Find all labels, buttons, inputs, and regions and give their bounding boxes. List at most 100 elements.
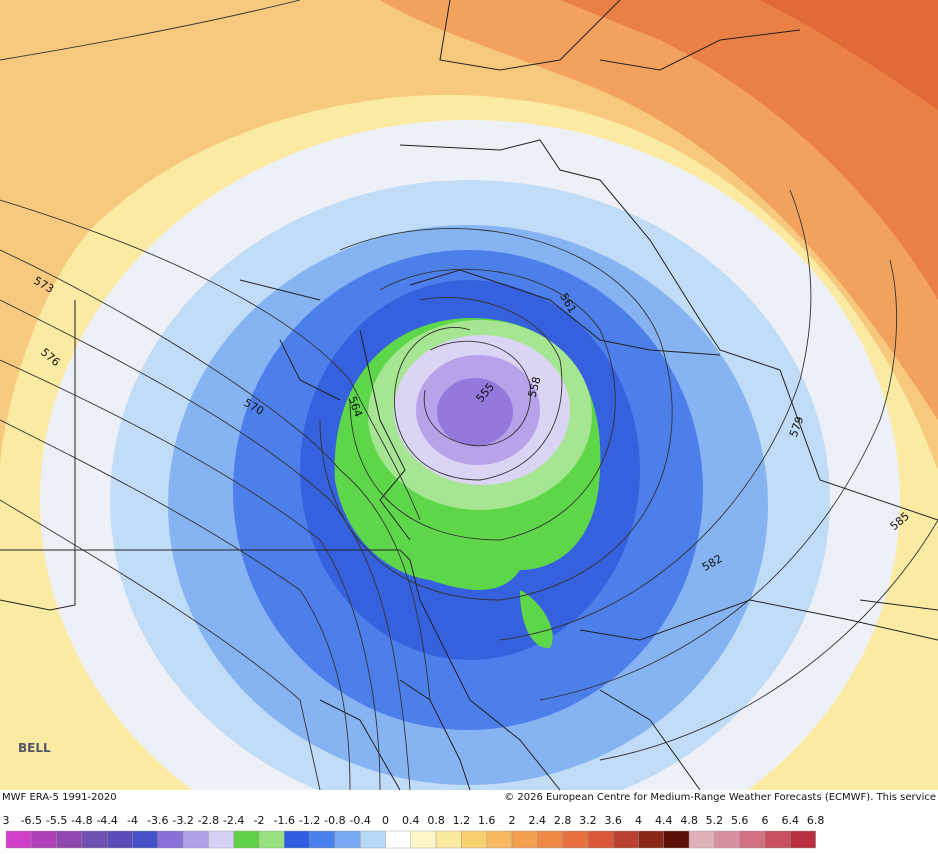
color-swatch <box>587 830 614 849</box>
cold-anomaly-green-patch <box>520 590 553 649</box>
color-swatch <box>56 830 83 849</box>
contour <box>599 519 938 761</box>
color-swatch <box>31 830 57 849</box>
legend-label: -1.6 <box>274 814 295 827</box>
legend-label: 3.2 <box>579 814 597 827</box>
legend-label: -4.8 <box>71 814 92 827</box>
color-swatch <box>233 830 260 849</box>
legend-label: 5.2 <box>706 814 724 827</box>
contour <box>349 268 616 541</box>
color-swatch <box>182 830 209 849</box>
legend-label: 1.2 <box>453 814 471 827</box>
contour <box>0 299 411 791</box>
contour <box>0 0 301 61</box>
color-swatch <box>258 830 285 849</box>
color-swatch <box>790 830 816 849</box>
color-swatch <box>132 830 158 849</box>
color-swatch <box>511 830 538 849</box>
colorbar: 3 -6.5 -5.5 -4.8 -4.4 -4 -3.6 -3.2 -2.8 -2.4 -2 -1.… <box>3 814 825 849</box>
color-swatch <box>334 830 361 849</box>
legend-label: 4.8 <box>680 814 698 827</box>
legend-label: -6.5 <box>21 814 42 827</box>
cold-anomaly-purple <box>437 378 513 446</box>
legend-label: 1.6 <box>478 814 496 827</box>
legend-label: 0.8 <box>427 814 445 827</box>
legend-label: 4 <box>635 814 642 827</box>
legend-label: -0.4 <box>349 814 370 827</box>
contour <box>0 419 351 791</box>
legend-label: -4.4 <box>96 814 117 827</box>
color-swatch <box>663 830 690 849</box>
border <box>579 599 938 641</box>
border <box>439 0 801 71</box>
legend-label: 0 <box>382 814 389 827</box>
color-swatch <box>688 830 715 849</box>
contour <box>319 228 673 601</box>
contour <box>539 259 897 701</box>
color-swatch <box>739 830 766 849</box>
color-swatch <box>5 830 32 849</box>
contour <box>0 249 431 701</box>
color-swatch <box>638 830 664 849</box>
color-swatch <box>613 830 639 849</box>
color-swatch <box>106 830 133 849</box>
legend-label: -1.2 <box>299 814 320 827</box>
color-swatch <box>410 830 437 849</box>
contour <box>0 499 321 791</box>
borders <box>0 0 938 791</box>
color-swatch <box>360 830 386 849</box>
legend-label: -5.5 <box>46 814 67 827</box>
contour <box>423 340 531 447</box>
color-swatch <box>208 830 234 849</box>
legend-label: -3.2 <box>172 814 193 827</box>
legend-label: 6.4 <box>782 814 800 827</box>
border <box>409 269 721 356</box>
legend-label: -2.8 <box>198 814 219 827</box>
contour-label: 558 <box>526 375 544 399</box>
color-swatch <box>562 830 589 849</box>
contour <box>394 297 563 481</box>
logo: BELL <box>18 741 51 755</box>
border <box>359 329 411 541</box>
contour <box>499 189 812 641</box>
color-swatch <box>157 830 184 849</box>
footer-left: MWF ERA-5 1991-2020 <box>2 792 117 803</box>
color-swatch <box>435 830 462 849</box>
color-swatch <box>461 830 487 849</box>
color-swatch <box>714 830 740 849</box>
legend-label: 2.8 <box>554 814 572 827</box>
color-swatch <box>764 830 791 849</box>
warm-anomaly-max <box>760 0 938 110</box>
border <box>319 679 701 791</box>
legend-label: 4.4 <box>655 814 673 827</box>
border <box>399 139 781 371</box>
legend-label: 5.6 <box>731 814 749 827</box>
footer-right: © 2026 European Centre for Medium-Range … <box>504 792 936 803</box>
border <box>0 300 76 611</box>
color-swatch <box>284 830 310 849</box>
legend-label: -2 <box>254 814 265 827</box>
legend-label: 2.4 <box>529 814 547 827</box>
legend-label: 0.4 <box>402 814 420 827</box>
legend-label: 6.8 <box>807 814 825 827</box>
legend-label: 3 <box>3 814 10 827</box>
legend-label: -0.8 <box>324 814 345 827</box>
legend-label: 2 <box>509 814 516 827</box>
legend-label: 6 <box>762 814 769 827</box>
height-contours <box>0 0 938 791</box>
contour <box>0 199 421 521</box>
legend-label: -3.6 <box>147 814 168 827</box>
legend-label: -4 <box>127 814 138 827</box>
color-swatch <box>486 830 513 849</box>
color-swatch <box>309 830 336 849</box>
color-swatch <box>385 830 411 849</box>
warm-anomaly-strong <box>560 0 938 300</box>
border <box>779 369 938 611</box>
coast <box>239 279 341 401</box>
color-swatch <box>537 830 563 849</box>
legend-label: 3.6 <box>604 814 622 827</box>
legend-label: -2.4 <box>223 814 244 827</box>
